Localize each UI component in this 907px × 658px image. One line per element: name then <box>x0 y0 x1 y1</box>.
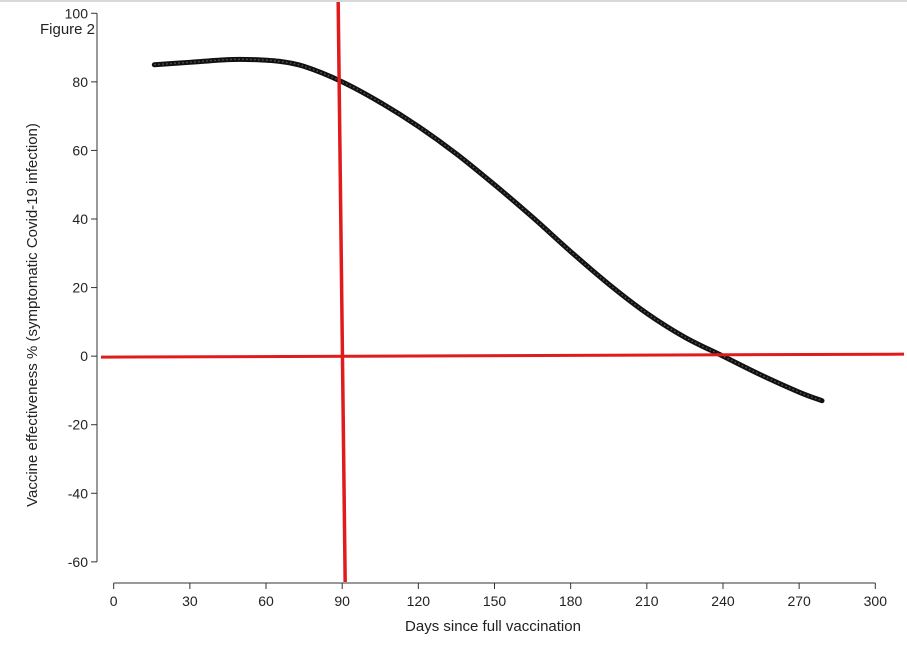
y-tick-label: 20 <box>72 280 88 296</box>
y-tick-label: 40 <box>72 211 88 227</box>
x-tick-label: 240 <box>711 593 735 609</box>
y-tick-label: 60 <box>72 142 88 158</box>
y-tick-label: -40 <box>68 485 88 501</box>
x-tick-label: 30 <box>182 593 198 609</box>
top-divider <box>0 0 907 2</box>
figure-label: Figure 2 <box>40 21 96 38</box>
x-tick-label: 120 <box>407 593 431 609</box>
y-tick-label: 80 <box>72 74 88 90</box>
y-axis: 100 80 60 40 20 0 -20 -40 -60 <box>65 5 98 570</box>
y-tick-label: -60 <box>68 554 88 570</box>
x-tick-label: 60 <box>258 593 274 609</box>
x-axis-label: Days since full vaccination <box>405 618 581 635</box>
x-tick-label: 300 <box>864 593 888 609</box>
x-tick-label: 0 <box>110 593 118 609</box>
x-tick-label: 180 <box>559 593 583 609</box>
horizontal-reference-line <box>100 352 905 359</box>
x-tick-label: 210 <box>635 593 659 609</box>
y-tick-label: -20 <box>68 417 88 433</box>
vertical-reference-line <box>336 1 347 583</box>
effectiveness-curve-texture <box>154 58 823 402</box>
y-tick-label: 0 <box>80 348 88 364</box>
x-tick-label: 270 <box>787 593 811 609</box>
effectiveness-curve <box>151 56 825 404</box>
x-axis: 0 30 60 90 120 150 180 210 240 270 300 <box>110 582 888 609</box>
x-tick-label: 150 <box>483 593 507 609</box>
y-axis-label: Vaccine effectiveness % (symptomatic Cov… <box>24 123 41 507</box>
series-layer <box>151 56 825 404</box>
reference-lines <box>100 1 905 583</box>
x-tick-label: 90 <box>334 593 350 609</box>
y-tick-label: 100 <box>65 5 89 21</box>
